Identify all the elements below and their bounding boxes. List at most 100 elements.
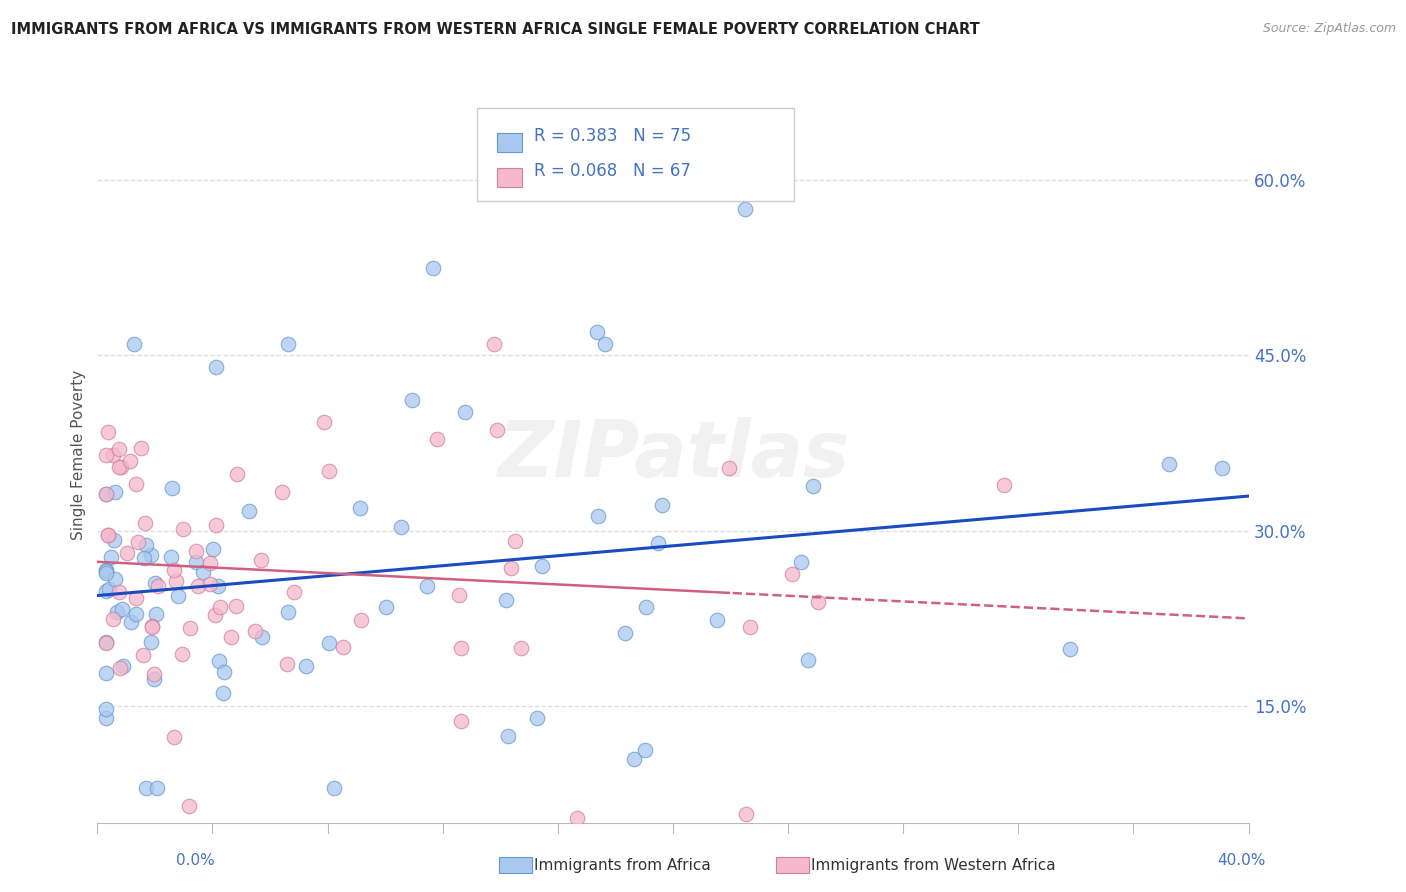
Point [531,559,554,574]
Point [496,729,519,743]
Point [94,702,117,716]
Point [208,654,231,668]
Point [198,556,221,570]
Point [160,481,183,495]
Point [160,549,183,564]
Point [191,565,214,579]
Point [526,711,548,725]
Bar [496,133,522,152]
Point [312,415,335,429]
Point [375,600,398,615]
Point [129,441,152,455]
Point [332,640,354,655]
Point [105,605,128,619]
Point [495,593,517,607]
Point [110,459,132,474]
Point [135,538,157,552]
Point [163,730,186,744]
Point [277,336,299,351]
Point [780,567,803,582]
Bar [496,168,522,187]
Point [94,636,117,650]
Point [165,574,187,589]
Point [97,582,120,596]
Point [706,614,728,628]
Point [107,459,129,474]
Text: ZIPatlas: ZIPatlas [496,417,849,493]
Point [270,485,292,500]
Point [801,479,824,493]
Point [614,626,637,640]
Point [238,504,260,518]
Point [350,613,373,627]
Point [735,807,758,822]
Point [586,325,609,339]
Text: Source: ZipAtlas.com: Source: ZipAtlas.com [1263,22,1396,36]
Point [205,360,228,375]
Point [120,615,142,629]
Point [96,448,118,462]
Point [101,448,124,462]
Point [94,711,117,725]
Point [94,635,117,649]
Point [107,442,129,456]
Point [163,563,186,577]
Point [509,641,531,656]
Point [177,799,200,814]
Point [734,202,756,217]
Text: 0.0%: 0.0% [176,854,215,868]
Point [134,516,156,530]
Point [172,522,194,536]
Point [141,620,163,634]
Point [636,600,658,615]
Point [450,714,472,729]
Point [318,464,340,478]
Point [179,621,201,635]
Point [593,336,616,351]
Point [139,635,162,649]
Point [416,579,439,593]
Point [103,572,125,586]
Point [97,425,120,439]
Point [219,630,242,644]
Point [94,583,117,598]
Point [651,498,673,512]
Point [100,550,122,565]
Point [103,533,125,547]
Point [207,579,229,593]
Point [132,648,155,662]
Point [205,517,228,532]
Point [283,585,305,599]
Point [426,432,449,446]
Point [208,600,231,615]
Point [204,607,226,622]
Point [132,551,155,566]
Point [993,478,1015,492]
Point [797,653,820,667]
Point [94,666,117,681]
Point [120,454,142,468]
Point [94,563,117,577]
Point [1211,460,1233,475]
Point [94,487,117,501]
Point [122,337,145,351]
Point [422,260,444,275]
Point [101,611,124,625]
Point [125,477,148,491]
Point [389,520,412,534]
Point [186,556,208,570]
Point [124,607,146,622]
Point [740,620,762,634]
Point [139,548,162,562]
Point [454,405,477,419]
Point [94,487,117,501]
Point [148,579,170,593]
Point [1159,457,1181,471]
Point [104,485,127,500]
Point [250,630,273,644]
Point [225,599,247,613]
Point [97,527,120,541]
Point [187,579,209,593]
Point [135,781,157,796]
Point [127,535,149,549]
